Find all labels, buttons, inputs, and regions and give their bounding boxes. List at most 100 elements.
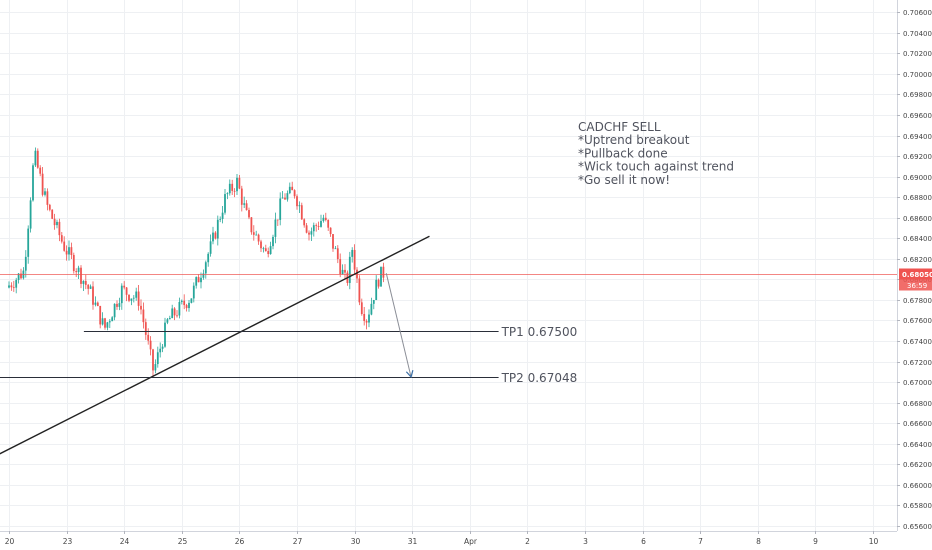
candle-body: [80, 267, 82, 284]
candle-body: [190, 298, 193, 303]
candle-body: [39, 167, 42, 174]
candle: [176, 310, 178, 318]
candle-body: [135, 291, 138, 298]
candle: [377, 278, 380, 289]
candle: [108, 319, 111, 329]
candle: [284, 193, 286, 200]
candle-body: [173, 308, 176, 316]
candle-body: [248, 210, 250, 218]
candle-body: [298, 205, 301, 207]
candle-body: [63, 241, 66, 251]
candle-body: [178, 301, 181, 316]
candle-body: [224, 194, 226, 213]
candle-body: [92, 286, 94, 305]
candle: [68, 240, 70, 261]
candle: [332, 234, 334, 252]
annotation-text[interactable]: CADCHF SELL*Uptrend breakout*Pullback do…: [578, 120, 734, 187]
candle-body: [89, 286, 92, 289]
candle-body: [202, 273, 205, 278]
candle-body: [255, 234, 258, 236]
bar-countdown: 36:59: [907, 282, 927, 290]
candle: [99, 305, 102, 329]
candle: [192, 282, 195, 303]
candle: [183, 294, 186, 310]
candle-body: [245, 203, 248, 211]
candle-body: [99, 305, 102, 325]
price-tick-label: 0.66600: [903, 420, 932, 428]
candle-body: [296, 196, 298, 207]
annotation-line[interactable]: *Go sell it now!: [578, 173, 670, 187]
annotation-line[interactable]: *Wick touch against trend: [578, 160, 734, 174]
candle: [315, 223, 318, 232]
candle: [231, 179, 234, 195]
price-tick-label: 0.68200: [903, 256, 932, 264]
price-tick-label: 0.66800: [903, 400, 932, 408]
tp2-label[interactable]: TP2 0.67048: [501, 371, 578, 385]
candle-body: [142, 309, 145, 323]
candle-body: [108, 321, 111, 323]
price-tick-label: 0.70400: [903, 30, 932, 38]
candle: [351, 247, 354, 263]
candle: [267, 247, 270, 258]
candle: [116, 300, 118, 310]
candle-body: [10, 285, 13, 288]
candle: [207, 252, 210, 267]
candle-body: [72, 254, 75, 272]
candle: [156, 346, 159, 368]
candle: [185, 303, 188, 312]
candle: [144, 318, 147, 340]
candle-body: [341, 269, 344, 275]
candle: [204, 260, 207, 279]
annotation-line[interactable]: *Uptrend breakout: [578, 133, 690, 147]
candle: [365, 319, 368, 330]
drawings[interactable]: TP1 0.67500 TP2 0.67048: [0, 235, 897, 455]
candle: [255, 230, 258, 236]
candle-body: [8, 285, 10, 288]
candle-body: [53, 218, 56, 226]
candle-body: [317, 226, 320, 227]
candle-body: [70, 247, 73, 255]
candle-body: [29, 200, 32, 229]
candle-body: [372, 300, 375, 304]
candle: [48, 203, 51, 212]
candle-body: [308, 232, 310, 235]
candle: [341, 264, 344, 275]
candle-body: [216, 219, 219, 239]
candle-body: [56, 221, 58, 226]
candle-body: [284, 197, 286, 200]
current-price-badge: 0.68050 36:59: [899, 268, 932, 291]
candle: [291, 181, 294, 191]
candle-body: [32, 165, 34, 201]
time-tick-label: 31: [408, 537, 418, 546]
candle-body: [310, 231, 313, 235]
candle-body: [104, 318, 106, 328]
candle-body: [322, 217, 325, 221]
candle-body: [164, 322, 166, 347]
price-tick-label: 0.69800: [903, 91, 932, 99]
candle: [296, 194, 298, 210]
annotation-line[interactable]: *Pullback done: [578, 146, 668, 160]
candle-body: [180, 300, 183, 302]
candle: [29, 197, 32, 233]
candle-body: [101, 318, 104, 325]
time-tick-label: 25: [178, 537, 188, 546]
candle-body: [111, 317, 114, 322]
candle: [80, 265, 82, 289]
candle: [348, 251, 351, 290]
price-axis: 0.70600 0.70400 0.70200 0.70000 0.69800 0.696…: [897, 0, 932, 531]
candle: [113, 303, 116, 321]
candle-body: [226, 193, 229, 195]
annotation-line[interactable]: CADCHF SELL: [578, 120, 661, 134]
time-tick-label: 8: [756, 537, 761, 546]
candle-body: [291, 186, 294, 191]
candle-body: [185, 305, 188, 309]
countdown-badge-bg: [899, 279, 932, 291]
candle: [159, 342, 162, 358]
candle-body: [276, 219, 279, 221]
candle: [260, 239, 262, 253]
candle-body: [192, 285, 195, 299]
tp1-label[interactable]: TP1 0.67500: [501, 325, 578, 339]
candle-body: [20, 273, 22, 279]
